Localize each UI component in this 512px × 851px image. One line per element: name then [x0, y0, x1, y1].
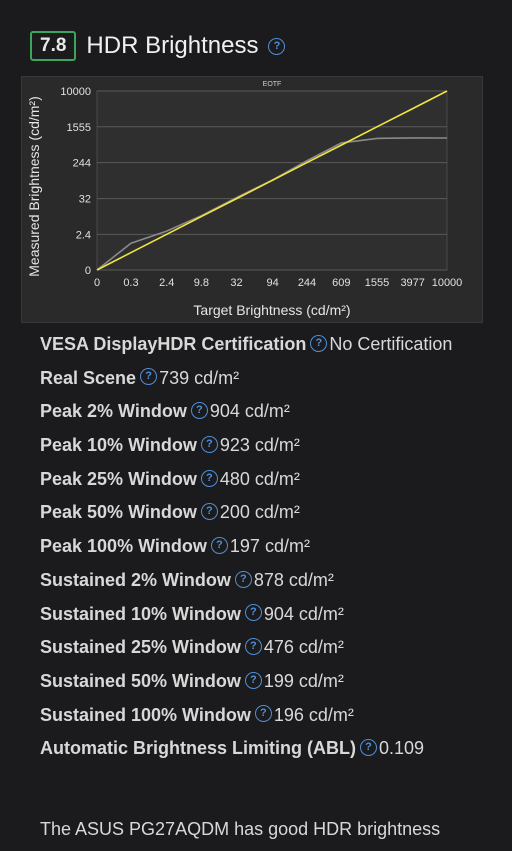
property-label: VESA DisplayHDR Certification [40, 334, 307, 354]
question-circle-icon[interactable]: ? [190, 402, 208, 420]
question-circle-icon[interactable]: ? [360, 739, 377, 756]
review-description: The ASUS PG27AQDM has good HDR brightnes… [40, 819, 441, 839]
question-circle-icon[interactable]: ? [244, 637, 262, 655]
y-tick-label: 1555 [67, 122, 91, 134]
x-tick-label: 10000 [432, 277, 463, 289]
property-row: Sustained 25% Window? 476 cd/m² [40, 633, 480, 661]
property-row: Peak 50% Window? 200 cd/m² [40, 498, 480, 526]
property-row: Sustained 100% Window? 196 cd/m² [40, 701, 480, 729]
x-tick-label: 2.4 [159, 277, 174, 289]
series-line-target [96, 90, 448, 271]
property-value: 878 cd/m² [253, 569, 334, 590]
property-value: 196 cd/m² [273, 704, 354, 725]
question-circle-icon[interactable]: ? [200, 469, 218, 487]
x-tick-label: 9.8 [194, 277, 209, 289]
x-tick-label: 0 [94, 277, 100, 289]
x-tick-label: 244 [298, 277, 316, 289]
property-value: 197 cd/m² [229, 536, 310, 557]
x-tick-label: 0.3 [123, 277, 138, 289]
y-axis-label: Measured Brightness (cd/m²) [26, 96, 42, 277]
property-row: Sustained 50% Window? 199 cd/m² [40, 667, 480, 695]
property-row: Peak 100% Window? 197 cd/m² [40, 532, 480, 560]
property-value: 200 cd/m² [219, 502, 300, 523]
y-tick-label: 0 [85, 265, 91, 277]
x-tick-label: 3977 [400, 277, 424, 289]
property-label: Peak 2% Window [40, 401, 187, 422]
property-list: VESA DisplayHDR Certification? No Certifi… [40, 330, 480, 768]
property-value: 0.109 [379, 738, 425, 759]
property-row: VESA DisplayHDR Certification? No Certifi… [40, 330, 480, 358]
question-circle-icon[interactable]: ? [210, 536, 228, 554]
property-row: Sustained 2% Window? 878 cd/m² [40, 566, 480, 594]
property-row: Real Scene? 739 cd/m² [40, 364, 480, 392]
property-label: Peak 10% Window [40, 435, 197, 456]
x-tick-label: 94 [267, 277, 279, 289]
property-label: Peak 25% Window [40, 468, 197, 489]
y-tick-label: 2.4 [76, 229, 91, 241]
section-header: 7.8 HDR Brightness ? [30, 31, 286, 61]
question-circle-icon[interactable]: ? [254, 705, 272, 723]
question-circle-icon[interactable]: ? [244, 604, 262, 622]
question-circle-icon[interactable]: ? [140, 368, 158, 386]
property-label: Sustained 2% Window [40, 569, 231, 590]
x-tick-label: 609 [332, 277, 350, 289]
property-value: 739 cd/m² [159, 367, 240, 388]
question-circle-icon[interactable]: ? [268, 37, 286, 55]
property-label: Real Scene [40, 367, 137, 388]
property-label: Sustained 50% Window [40, 670, 241, 691]
property-row: Sustained 10% Window? 904 cd/m² [40, 600, 480, 628]
property-row: Peak 2% Window? 904 cd/m² [40, 397, 480, 425]
property-label: Peak 50% Window [40, 502, 197, 523]
question-circle-icon[interactable]: ? [310, 334, 328, 352]
score-badge: 7.8 [30, 31, 77, 61]
chart-title: EOTF [263, 81, 282, 88]
eotf-chart-svg: 0 2.4 32 244 1555 10000 0 0.3 2.4 9.8 32 94 244 609 15… [26, 81, 463, 318]
question-circle-icon[interactable]: ? [244, 671, 262, 689]
x-tick-label: 32 [230, 277, 242, 289]
question-circle-icon[interactable]: ? [234, 570, 252, 588]
y-tick-label: 10000 [60, 86, 91, 98]
property-row: Peak 10% Window? 923 cd/m² [40, 431, 480, 459]
property-value: 199 cd/m² [263, 670, 344, 691]
property-row: Peak 25% Window? 480 cd/m² [40, 465, 480, 493]
question-circle-icon[interactable]: ? [200, 503, 218, 521]
property-value: 904 cd/m² [263, 603, 344, 624]
x-tick-label: 1555 [365, 277, 389, 289]
section-title: HDR Brightness [86, 32, 259, 59]
property-label: Sustained 25% Window [40, 637, 241, 658]
y-tick-label: 32 [79, 194, 91, 206]
property-label: Sustained 10% Window [40, 603, 241, 624]
property-row: Automatic Brightness Limiting (ABL)? 0.10… [40, 734, 480, 762]
property-value: 480 cd/m² [219, 468, 300, 489]
x-axis-label: Target Brightness (cd/m²) [193, 302, 350, 318]
property-value: 904 cd/m² [209, 401, 290, 422]
property-value: No Certification [329, 334, 453, 354]
property-value: 923 cd/m² [219, 435, 300, 456]
property-label: Sustained 100% Window [40, 704, 251, 725]
y-tick-label: 244 [73, 158, 91, 170]
property-value: 476 cd/m² [263, 637, 344, 658]
property-label: Peak 100% Window [40, 536, 207, 557]
property-label: Automatic Brightness Limiting (ABL) [40, 738, 356, 759]
question-circle-icon[interactable]: ? [200, 435, 218, 453]
eotf-chart: 0 2.4 32 244 1555 10000 0 0.3 2.4 9.8 32 94 244 609 15… [21, 76, 483, 323]
